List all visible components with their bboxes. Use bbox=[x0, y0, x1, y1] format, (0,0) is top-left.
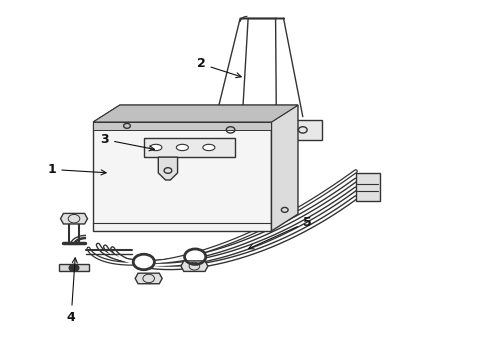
Polygon shape bbox=[284, 120, 322, 140]
Polygon shape bbox=[93, 122, 271, 231]
Circle shape bbox=[133, 254, 154, 270]
Circle shape bbox=[185, 249, 206, 265]
Polygon shape bbox=[144, 138, 235, 157]
Circle shape bbox=[69, 264, 79, 271]
Polygon shape bbox=[93, 105, 298, 122]
Polygon shape bbox=[158, 157, 177, 180]
Text: 5: 5 bbox=[248, 216, 312, 249]
Ellipse shape bbox=[150, 144, 162, 150]
Ellipse shape bbox=[203, 144, 215, 150]
Polygon shape bbox=[135, 273, 162, 284]
Polygon shape bbox=[356, 173, 380, 201]
Polygon shape bbox=[93, 122, 271, 130]
Polygon shape bbox=[61, 213, 88, 224]
Polygon shape bbox=[93, 105, 298, 122]
Text: 2: 2 bbox=[197, 58, 241, 78]
Polygon shape bbox=[211, 120, 250, 140]
Polygon shape bbox=[271, 105, 298, 231]
Polygon shape bbox=[181, 261, 208, 271]
Text: 1: 1 bbox=[48, 163, 106, 176]
Polygon shape bbox=[59, 264, 89, 271]
Ellipse shape bbox=[176, 144, 188, 150]
Text: 3: 3 bbox=[100, 133, 154, 151]
Text: 4: 4 bbox=[67, 258, 77, 324]
